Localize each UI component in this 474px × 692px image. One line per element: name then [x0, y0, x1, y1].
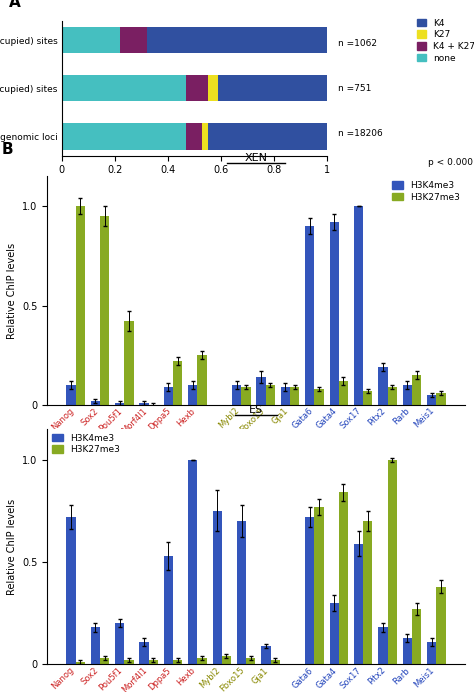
Bar: [305, 517, 314, 664]
Bar: [339, 493, 348, 664]
Bar: [329, 603, 339, 664]
Bar: [208, 75, 218, 102]
Bar: [186, 75, 208, 102]
Legend: K4, K27, K4 + K27, none: K4, K27, K4 + K27, none: [417, 19, 474, 63]
Bar: [198, 658, 207, 664]
Text: Not bound: Not bound: [111, 455, 162, 465]
Bar: [124, 660, 134, 664]
Bar: [208, 123, 327, 149]
Bar: [354, 206, 363, 405]
Bar: [281, 387, 290, 405]
Bar: [403, 385, 412, 405]
Text: n =1062: n =1062: [337, 39, 377, 48]
Bar: [241, 387, 251, 405]
Text: ES: ES: [249, 405, 263, 415]
Bar: [202, 123, 208, 149]
Bar: [403, 638, 412, 664]
Bar: [266, 385, 275, 405]
Legend: H3K4me3, H3K27me3: H3K4me3, H3K27me3: [52, 434, 120, 454]
Bar: [378, 628, 388, 664]
Bar: [339, 381, 348, 405]
Bar: [314, 389, 324, 405]
Text: XEN: XEN: [245, 153, 267, 163]
Bar: [427, 395, 436, 405]
Bar: [198, 355, 207, 405]
Bar: [412, 609, 421, 664]
Bar: [271, 660, 280, 664]
Bar: [115, 403, 124, 405]
Bar: [173, 660, 182, 664]
Text: Bound: Bound: [323, 455, 355, 465]
Bar: [305, 226, 314, 405]
Bar: [100, 216, 109, 405]
X-axis label: Fraction of Sall4 binding sites: Fraction of Sall4 binding sites: [122, 181, 266, 191]
Bar: [173, 361, 182, 405]
Bar: [164, 387, 173, 405]
Bar: [139, 641, 149, 664]
Bar: [232, 385, 241, 405]
Bar: [378, 367, 388, 405]
Bar: [62, 27, 120, 53]
Bar: [290, 387, 300, 405]
Bar: [120, 27, 146, 53]
Legend: H3K4me3, H3K27me3: H3K4me3, H3K27me3: [392, 181, 460, 201]
Bar: [186, 123, 202, 149]
Bar: [124, 321, 134, 405]
Bar: [62, 123, 186, 149]
Text: A: A: [9, 0, 20, 10]
Bar: [146, 27, 327, 53]
Bar: [363, 391, 373, 405]
Y-axis label: Relative ChIP levels: Relative ChIP levels: [7, 243, 17, 338]
Bar: [115, 623, 124, 664]
Bar: [91, 628, 100, 664]
Bar: [363, 521, 373, 664]
Bar: [427, 641, 436, 664]
Bar: [188, 459, 198, 664]
Bar: [436, 393, 446, 405]
Bar: [218, 75, 327, 102]
Bar: [388, 387, 397, 405]
Bar: [188, 385, 198, 405]
Text: B: B: [1, 142, 13, 156]
Text: n =751: n =751: [337, 84, 371, 93]
Bar: [66, 385, 76, 405]
Text: n =18206: n =18206: [337, 129, 383, 138]
Bar: [76, 662, 85, 664]
Bar: [212, 511, 222, 664]
Bar: [66, 517, 76, 664]
Bar: [91, 401, 100, 405]
Bar: [314, 507, 324, 664]
Bar: [164, 556, 173, 664]
Bar: [139, 403, 149, 405]
Bar: [62, 75, 186, 102]
Bar: [256, 377, 266, 405]
Bar: [222, 656, 231, 664]
Bar: [246, 658, 255, 664]
Bar: [388, 459, 397, 664]
Bar: [149, 660, 158, 664]
Bar: [261, 646, 271, 664]
Bar: [436, 587, 446, 664]
Bar: [412, 375, 421, 405]
Bar: [237, 521, 246, 664]
Bar: [354, 544, 363, 664]
Y-axis label: Relative ChIP levels: Relative ChIP levels: [7, 499, 17, 594]
Bar: [76, 206, 85, 405]
Bar: [100, 658, 109, 664]
Bar: [329, 222, 339, 405]
Text: p < 0.0001: p < 0.0001: [428, 158, 474, 167]
